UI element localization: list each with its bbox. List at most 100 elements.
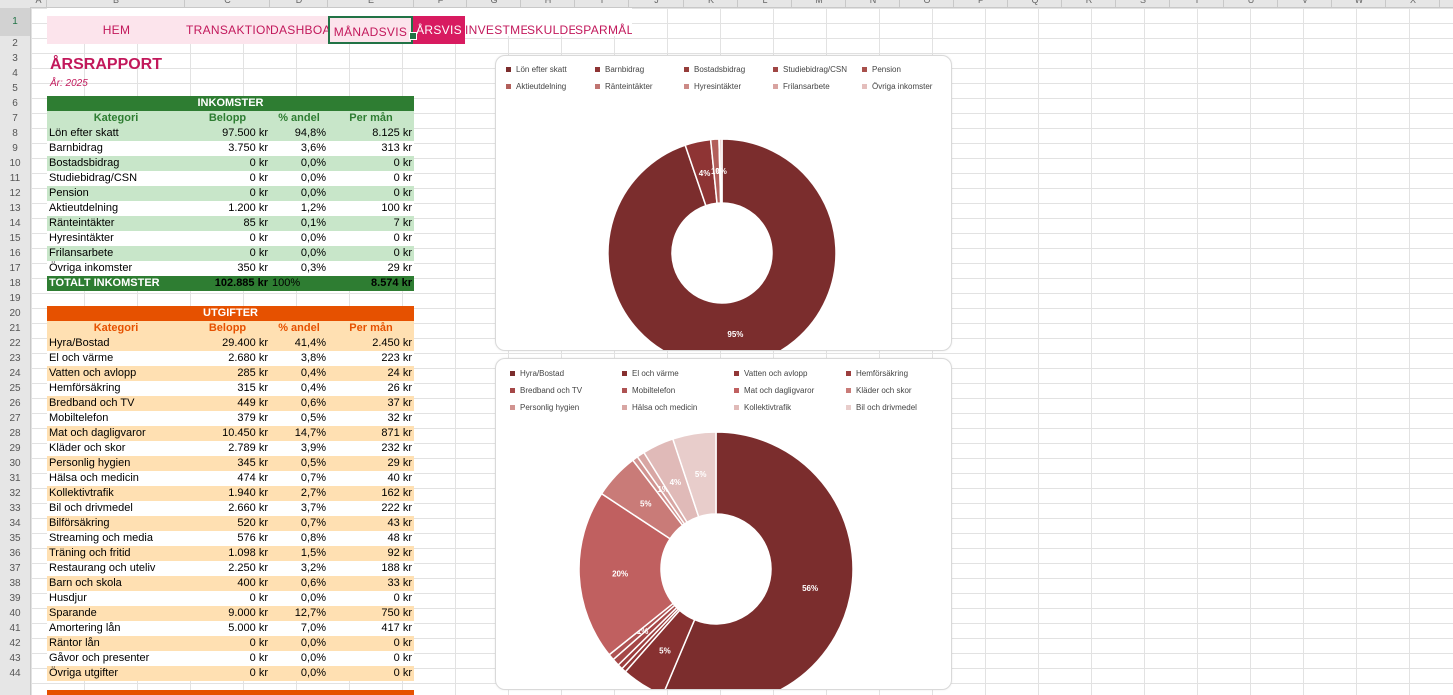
row-header[interactable]: 34: [9, 518, 21, 529]
table-cell[interactable]: 40 kr: [328, 471, 414, 486]
table-cell[interactable]: 0 kr: [328, 591, 414, 606]
table-cell[interactable]: 0,0%: [270, 651, 328, 666]
table-cell[interactable]: 3,6%: [270, 141, 328, 156]
legend-entry[interactable]: Pension: [862, 65, 901, 74]
row-header[interactable]: 40: [9, 608, 21, 619]
table-cell[interactable]: 0,0%: [270, 591, 328, 606]
legend-entry[interactable]: Hemförsäkring: [846, 369, 908, 378]
table-cell[interactable]: 313 kr: [328, 141, 414, 156]
category-cell[interactable]: Vatten och avlopp: [47, 366, 185, 381]
category-cell[interactable]: El och värme: [47, 351, 185, 366]
table-cell[interactable]: 0,0%: [270, 231, 328, 246]
table-cell[interactable]: 0,4%: [270, 366, 328, 381]
income-header[interactable]: INKOMSTER: [47, 96, 414, 111]
table-cell[interactable]: 0 kr: [185, 651, 270, 666]
row-header[interactable]: 18: [9, 278, 21, 289]
row-header[interactable]: 33: [9, 503, 21, 514]
table-cell[interactable]: 750 kr: [328, 606, 414, 621]
column-title[interactable]: Per mån: [328, 111, 414, 126]
table-cell[interactable]: 0 kr: [185, 636, 270, 651]
table-cell[interactable]: 0 kr: [328, 666, 414, 681]
legend-entry[interactable]: Ränteintäkter: [595, 82, 653, 91]
row-header[interactable]: 20: [9, 308, 21, 319]
nav-transaktioner[interactable]: TRANSAKTIONER: [186, 16, 270, 44]
table-cell[interactable]: 0,6%: [270, 396, 328, 411]
category-cell[interactable]: Övriga utgifter: [47, 666, 185, 681]
table-cell[interactable]: 1.940 kr: [185, 486, 270, 501]
legend-entry[interactable]: Vatten och avlopp: [734, 369, 807, 378]
table-cell[interactable]: 14,7%: [270, 426, 328, 441]
column-title[interactable]: % andel: [270, 111, 328, 126]
table-cell[interactable]: 33 kr: [328, 576, 414, 591]
table-cell[interactable]: 285 kr: [185, 366, 270, 381]
table-cell[interactable]: 1.200 kr: [185, 201, 270, 216]
table-cell[interactable]: 3,9%: [270, 441, 328, 456]
table-cell[interactable]: 0,0%: [270, 186, 328, 201]
expense-chart-card[interactable]: Hyra/Bostad El och värme Vatten och avlopp…: [495, 358, 952, 690]
table-cell[interactable]: 2.660 kr: [185, 501, 270, 516]
table-cell[interactable]: 2.250 kr: [185, 561, 270, 576]
nav-investment[interactable]: INVESTMENT: [465, 23, 527, 37]
category-cell[interactable]: Barn och skola: [47, 576, 185, 591]
table-cell[interactable]: 0,3%: [270, 261, 328, 276]
table-cell[interactable]: 0 kr: [328, 231, 414, 246]
table-cell[interactable]: 188 kr: [328, 561, 414, 576]
table-cell[interactable]: 0 kr: [328, 636, 414, 651]
table-cell[interactable]: 3.750 kr: [185, 141, 270, 156]
column-header[interactable]: L: [738, 0, 792, 7]
donut-slice[interactable]: [607, 138, 837, 350]
table-cell[interactable]: 0 kr: [185, 246, 270, 261]
category-cell[interactable]: Pension: [47, 186, 185, 201]
category-cell[interactable]: Amortering lån: [47, 621, 185, 636]
total-cell[interactable]: 8.574 kr: [328, 276, 414, 291]
row-header[interactable]: 4: [12, 68, 18, 79]
category-cell[interactable]: Lön efter skatt: [47, 126, 185, 141]
table-cell[interactable]: 222 kr: [328, 501, 414, 516]
column-header[interactable]: M: [792, 0, 846, 7]
legend-entry[interactable]: Lön efter skatt: [506, 65, 567, 74]
category-cell[interactable]: Räntor lån: [47, 636, 185, 651]
total-cell[interactable]: TOTALT INKOMSTER: [47, 276, 185, 291]
legend-entry[interactable]: Hyra/Bostad: [510, 369, 564, 378]
table-cell[interactable]: 1,2%: [270, 201, 328, 216]
table-cell[interactable]: 2.680 kr: [185, 351, 270, 366]
table-cell[interactable]: 92 kr: [328, 546, 414, 561]
column-header[interactable]: A: [30, 0, 47, 7]
row-header[interactable]: 6: [12, 98, 18, 109]
legend-entry[interactable]: Hyresintäkter: [684, 82, 741, 91]
category-cell[interactable]: Hemförsäkring: [47, 381, 185, 396]
column-header[interactable]: I: [575, 0, 629, 7]
table-cell[interactable]: 474 kr: [185, 471, 270, 486]
category-cell[interactable]: Mat och dagligvaror: [47, 426, 185, 441]
fill-handle[interactable]: [409, 32, 417, 40]
column-header[interactable]: F: [414, 0, 467, 7]
table-cell[interactable]: 520 kr: [185, 516, 270, 531]
total-cell[interactable]: 102.885 kr: [185, 276, 270, 291]
income-chart-card[interactable]: Lön efter skatt Barnbidrag Bostadsbidrag St…: [495, 55, 952, 351]
table-cell[interactable]: 3,2%: [270, 561, 328, 576]
column-header[interactable]: B: [47, 0, 185, 7]
nav-hem[interactable]: HEM: [47, 16, 186, 44]
nav-sparmal[interactable]: SPARMÅL: [575, 23, 632, 37]
column-header[interactable]: K: [684, 0, 738, 7]
column-header[interactable]: U: [1224, 0, 1278, 7]
table-cell[interactable]: 0,4%: [270, 381, 328, 396]
table-cell[interactable]: 5.000 kr: [185, 621, 270, 636]
table-cell[interactable]: 29 kr: [328, 261, 414, 276]
category-cell[interactable]: Restaurang och uteliv: [47, 561, 185, 576]
table-cell[interactable]: 3,7%: [270, 501, 328, 516]
table-cell[interactable]: 2.450 kr: [328, 336, 414, 351]
column-title[interactable]: Belopp: [185, 111, 270, 126]
legend-entry[interactable]: Aktieutdelning: [506, 82, 566, 91]
row-header[interactable]: 26: [9, 398, 21, 409]
table-cell[interactable]: 29 kr: [328, 456, 414, 471]
row-header[interactable]: 11: [9, 173, 21, 184]
category-cell[interactable]: Frilansarbete: [47, 246, 185, 261]
donut-slice[interactable]: [663, 431, 854, 689]
nav-manadsvis[interactable]: MÅNADSVIS: [328, 16, 413, 44]
row-header[interactable]: 29: [9, 443, 21, 454]
table-cell[interactable]: 85 kr: [185, 216, 270, 231]
legend-entry[interactable]: Mat och dagligvaror: [734, 386, 814, 395]
table-cell[interactable]: 0 kr: [328, 186, 414, 201]
column-header[interactable]: D: [270, 0, 328, 7]
